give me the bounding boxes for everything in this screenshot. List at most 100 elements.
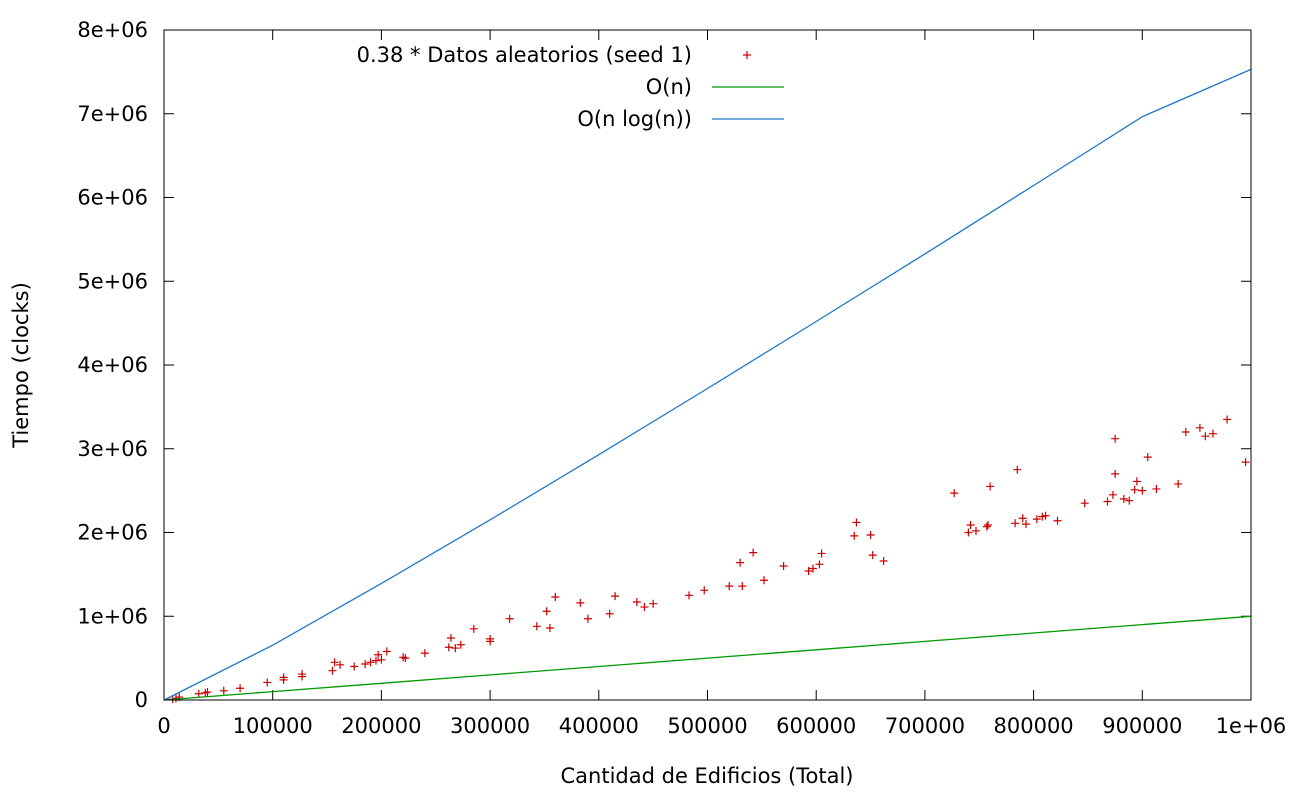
x-tick-label: 1e+06 <box>1216 714 1287 738</box>
data-point <box>1138 486 1147 495</box>
data-point <box>736 558 745 567</box>
data-point <box>640 603 649 612</box>
data-point <box>263 678 272 687</box>
data-point <box>700 586 709 595</box>
data-point <box>1125 496 1134 505</box>
data-point <box>444 643 453 652</box>
y-tick-label: 5e+06 <box>77 269 148 293</box>
data-point <box>328 666 337 675</box>
data-point <box>203 688 212 697</box>
data-point <box>850 531 859 540</box>
data-point <box>966 520 975 529</box>
data-point <box>542 607 551 616</box>
series-line <box>164 68 1252 701</box>
data-point <box>456 640 465 649</box>
series-2 <box>164 68 1252 701</box>
data-point <box>649 599 658 608</box>
data-point <box>760 576 769 585</box>
x-tick-label: 100000 <box>233 714 313 738</box>
data-point <box>817 549 826 558</box>
y-tick-label: 6e+06 <box>77 186 148 210</box>
series-layer <box>163 68 1252 704</box>
data-point <box>779 562 788 570</box>
data-point <box>866 531 875 540</box>
series-1 <box>163 615 1252 701</box>
data-point <box>1032 515 1041 524</box>
x-tick-label: 400000 <box>559 714 639 738</box>
data-point <box>330 658 339 667</box>
data-point <box>950 489 959 498</box>
data-point <box>1201 432 1210 441</box>
series-line <box>163 615 1252 701</box>
data-point <box>1223 415 1232 424</box>
data-point <box>1011 519 1020 528</box>
data-point <box>868 551 877 560</box>
data-point <box>219 686 228 695</box>
y-tick-label: 7e+06 <box>77 102 148 126</box>
data-point <box>725 582 734 591</box>
data-point <box>605 609 614 618</box>
data-point <box>336 660 345 669</box>
data-point <box>279 673 288 682</box>
data-point <box>971 526 980 535</box>
data-point <box>1103 497 1112 506</box>
x-tick-label: 600000 <box>776 714 856 738</box>
data-point <box>611 592 620 601</box>
data-point <box>401 654 410 663</box>
data-point <box>632 598 641 607</box>
axis-ticks <box>163 29 1252 701</box>
x-tick-label: 800000 <box>994 714 1074 738</box>
legend: 0.38 * Datos aleatorios (seed 1) O(n) O(n … <box>357 43 784 131</box>
data-point <box>583 614 592 623</box>
data-point <box>1130 485 1139 494</box>
x-axis-label: Cantidad de Edificios (Total) <box>561 764 854 788</box>
data-point <box>350 662 359 671</box>
y-tick-label: 4e+06 <box>77 353 148 377</box>
data-point <box>964 528 973 537</box>
x-tick-label: 500000 <box>667 714 747 738</box>
y-tick-label: 8e+06 <box>77 18 148 42</box>
data-point <box>576 598 585 607</box>
data-point <box>1080 499 1089 508</box>
data-point <box>749 548 758 557</box>
data-point <box>545 623 554 632</box>
data-point <box>377 655 386 664</box>
data-point <box>382 647 391 656</box>
data-point <box>1018 514 1027 523</box>
data-point <box>1119 495 1128 503</box>
data-point <box>1241 458 1250 467</box>
data-point <box>1181 428 1190 436</box>
data-point <box>371 656 380 665</box>
legend-label: O(n) <box>646 75 692 99</box>
data-point <box>986 482 995 491</box>
data-point <box>201 688 210 697</box>
data-point <box>808 564 817 573</box>
data-point <box>1108 490 1117 499</box>
plot-frame <box>163 29 1252 701</box>
x-tick-labels: 0 100000 200000 300000 400000 500000 600000 700… <box>157 714 1286 738</box>
data-point <box>983 520 992 529</box>
data-point <box>505 614 514 623</box>
x-tick-label: 200000 <box>341 714 421 738</box>
y-tick-label: 3e+06 <box>77 437 148 461</box>
data-point <box>1208 429 1217 438</box>
data-point <box>1174 479 1183 488</box>
data-point <box>815 560 824 569</box>
y-tick-label: 1e+06 <box>77 604 148 628</box>
data-point <box>685 591 694 600</box>
x-tick-label: 900000 <box>1102 714 1182 738</box>
data-point <box>1013 465 1022 474</box>
data-point <box>1143 453 1152 462</box>
data-point <box>804 567 813 576</box>
data-point <box>236 684 245 693</box>
data-point <box>1111 469 1120 478</box>
data-point <box>1132 477 1141 486</box>
data-point <box>1195 423 1204 432</box>
y-axis-label: Tiempo (clocks) <box>9 282 33 449</box>
data-point <box>194 689 203 698</box>
legend-label: 0.38 * Datos aleatorios (seed 1) <box>357 43 692 67</box>
legend-label: O(n log(n)) <box>577 107 692 131</box>
data-point <box>1021 520 1030 529</box>
data-point <box>451 644 460 653</box>
